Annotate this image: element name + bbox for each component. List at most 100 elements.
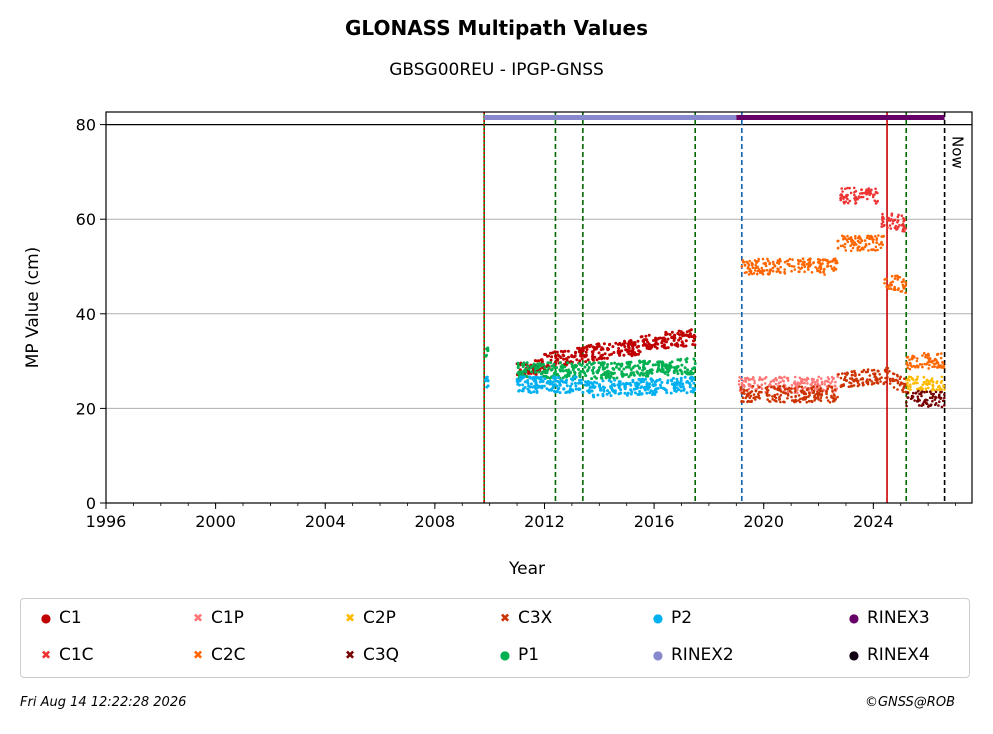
data-point	[845, 238, 849, 241]
data-point	[938, 400, 941, 404]
legend-marker-icon: ●	[40, 611, 52, 625]
data-point	[849, 244, 852, 248]
data-point	[764, 386, 768, 390]
data-point	[570, 362, 574, 366]
data-point	[884, 370, 887, 373]
data-point	[783, 400, 786, 404]
data-point	[688, 372, 692, 376]
data-point	[848, 377, 852, 380]
data-point	[518, 378, 522, 382]
data-point	[539, 372, 543, 376]
data-point	[645, 381, 649, 385]
data-point	[486, 346, 490, 350]
data-point	[799, 259, 802, 262]
data-point	[654, 380, 658, 384]
x-tick-label: 1996	[86, 512, 127, 531]
legend-marker-icon: ●	[848, 648, 860, 662]
data-point	[625, 373, 629, 376]
data-point	[590, 389, 594, 393]
data-point	[746, 262, 750, 265]
data-point	[533, 359, 537, 363]
data-point	[629, 392, 633, 396]
data-point	[854, 201, 858, 205]
legend-item-rinex3: ● RINEX3	[847, 606, 930, 630]
data-point	[664, 346, 668, 350]
data-point	[876, 382, 880, 385]
data-point	[569, 384, 572, 388]
data-point	[773, 385, 776, 389]
data-point	[931, 383, 934, 387]
data-point	[524, 370, 528, 374]
data-point	[649, 389, 653, 393]
data-point	[848, 381, 851, 384]
data-point	[658, 368, 662, 372]
data-point	[630, 354, 634, 358]
data-point	[938, 384, 941, 388]
data-point	[857, 383, 861, 387]
data-point	[756, 266, 759, 269]
data-point	[683, 375, 687, 379]
data-point	[599, 376, 603, 380]
data-point	[593, 380, 596, 384]
data-point	[525, 375, 529, 378]
data-point	[783, 391, 786, 395]
data-point	[663, 388, 667, 392]
data-point	[606, 369, 610, 373]
data-point	[586, 358, 590, 362]
data-point	[809, 257, 812, 261]
data-point	[679, 376, 683, 380]
data-point	[754, 266, 757, 270]
data-point	[666, 373, 670, 377]
data-point	[889, 227, 893, 230]
data-point	[612, 371, 616, 375]
data-point	[585, 348, 589, 351]
data-point	[920, 386, 923, 389]
data-point	[531, 364, 535, 368]
data-point	[802, 264, 806, 267]
data-point	[877, 234, 880, 237]
data-point	[783, 375, 786, 379]
data-point	[846, 193, 849, 197]
data-point	[771, 260, 775, 264]
data-point	[692, 377, 696, 381]
data-point	[894, 274, 898, 278]
data-point	[658, 336, 662, 340]
data-point	[780, 376, 784, 380]
data-point	[768, 272, 771, 276]
data-point	[549, 358, 553, 362]
y-axis-label: MP Value (cm)	[23, 247, 43, 369]
data-point	[672, 339, 676, 342]
data-point	[645, 385, 649, 389]
data-point	[602, 356, 606, 360]
data-point	[580, 363, 584, 367]
y-tick-label: 80	[76, 116, 96, 135]
data-point	[688, 376, 692, 380]
data-point	[909, 385, 912, 389]
data-point	[643, 387, 647, 391]
data-point	[753, 379, 756, 383]
data-point	[782, 385, 785, 388]
data-point	[888, 377, 892, 381]
data-point	[599, 354, 603, 358]
data-point	[647, 333, 651, 337]
data-point	[740, 381, 744, 385]
data-point	[874, 245, 878, 249]
data-point	[777, 381, 781, 385]
data-point	[916, 395, 920, 399]
data-point	[900, 214, 904, 217]
data-point	[914, 378, 918, 382]
data-point	[517, 389, 521, 392]
data-point	[598, 383, 602, 387]
data-point	[533, 370, 537, 374]
data-point	[544, 374, 548, 378]
data-point	[751, 384, 755, 388]
data-point	[880, 240, 883, 244]
data-point	[905, 401, 908, 404]
data-point	[624, 348, 628, 352]
data-point	[619, 343, 623, 347]
data-point	[670, 382, 674, 386]
data-point	[805, 400, 809, 404]
data-point	[597, 351, 601, 355]
data-point	[801, 257, 805, 261]
data-point	[842, 235, 845, 238]
